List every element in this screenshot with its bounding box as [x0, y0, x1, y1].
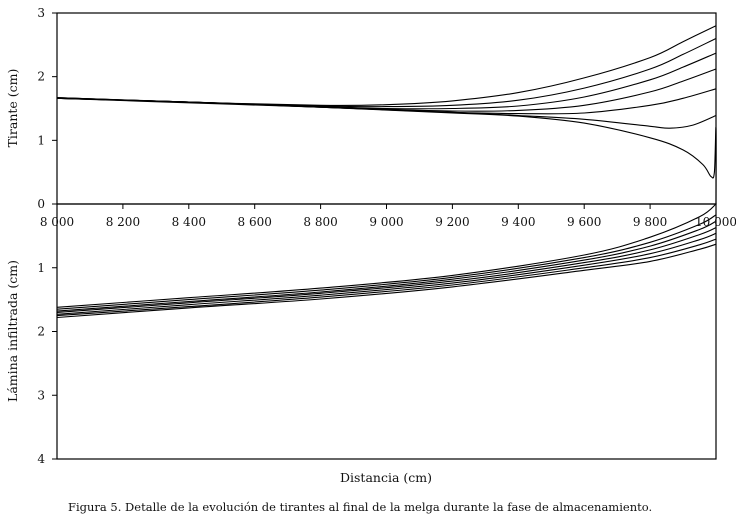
x-tick-label: 9 600 [567, 215, 601, 229]
x-tick-label: 8 600 [238, 215, 272, 229]
x-tick-label: 9 400 [501, 215, 535, 229]
x-tick-label: 8 200 [106, 215, 140, 229]
series-line-l6 [56, 238, 717, 317]
series-line-t1 [56, 25, 717, 107]
series-line-t3 [56, 52, 717, 110]
x-tick-label: 9 200 [435, 215, 469, 229]
plot-frame-bottom [56, 203, 717, 460]
y-tick-label-bottom: 3 [37, 388, 45, 402]
series-line-l7 [56, 243, 717, 319]
series-line-l4 [56, 227, 717, 313]
y-tick-label-top: 2 [37, 70, 45, 84]
y-tick-label-bottom: 4 [37, 452, 45, 466]
axis-ticks: 8 000 8 200 8 400 8 600 8 800 9 000 9 200 9 400… [37, 6, 736, 466]
x-tick-label: 8 000 [40, 215, 74, 229]
series-line-l1 [56, 203, 717, 308]
figure-caption: Figura 5. Detalle de la evolución de tir… [68, 500, 652, 514]
series-line-l3 [56, 220, 717, 312]
series-line-t2 [56, 38, 717, 108]
top-panel-curves [56, 25, 717, 205]
x-tick-label: 8 400 [172, 215, 206, 229]
y-tick-label-bottom: 1 [37, 261, 45, 275]
y-tick-label-top: 0 [37, 197, 45, 211]
y-axis-title-bottom: Lámina infiltrada (cm) [5, 260, 20, 402]
bottom-panel-curves [56, 203, 717, 319]
y-tick-label-bottom: 2 [37, 325, 45, 339]
x-axis-title: Distancia (cm) [340, 470, 432, 485]
series-line-t6 [56, 97, 717, 129]
y-axis-title-top: Tirante (cm) [5, 69, 20, 148]
series-line-l5 [56, 232, 717, 315]
x-tick-label: 9 800 [633, 215, 667, 229]
series-line-t7 [56, 97, 717, 205]
series-line-l2 [56, 214, 717, 310]
x-tick-label: 8 800 [303, 215, 337, 229]
x-tick-label: 10 000 [695, 215, 736, 229]
y-tick-label-top: 1 [37, 133, 45, 147]
x-tick-label: 9 000 [369, 215, 403, 229]
y-tick-label-top: 3 [37, 6, 45, 20]
